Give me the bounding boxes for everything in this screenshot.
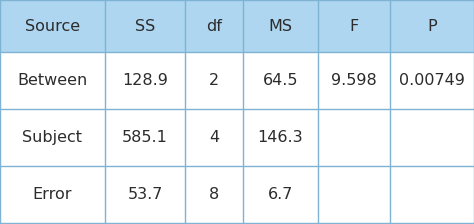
Text: 6.7: 6.7 <box>268 187 293 202</box>
Text: F: F <box>349 19 359 34</box>
Text: 8: 8 <box>209 187 219 202</box>
Text: 146.3: 146.3 <box>258 130 303 145</box>
Text: SS: SS <box>135 19 155 34</box>
Text: 128.9: 128.9 <box>122 73 168 88</box>
Bar <box>0 52 474 109</box>
Text: Between: Between <box>18 73 88 88</box>
Text: 2: 2 <box>209 73 219 88</box>
Text: df: df <box>206 19 222 34</box>
Text: Subject: Subject <box>22 130 82 145</box>
Text: 0.00749: 0.00749 <box>399 73 465 88</box>
Text: 585.1: 585.1 <box>122 130 168 145</box>
Text: MS: MS <box>268 19 292 34</box>
Text: 64.5: 64.5 <box>263 73 298 88</box>
Text: 9.598: 9.598 <box>331 73 377 88</box>
Text: 53.7: 53.7 <box>128 187 163 202</box>
Text: P: P <box>427 19 437 34</box>
Text: Error: Error <box>33 187 72 202</box>
Bar <box>0 109 474 166</box>
Bar <box>0 0 474 52</box>
Text: Source: Source <box>25 19 80 34</box>
Bar <box>0 166 474 223</box>
Text: 4: 4 <box>209 130 219 145</box>
